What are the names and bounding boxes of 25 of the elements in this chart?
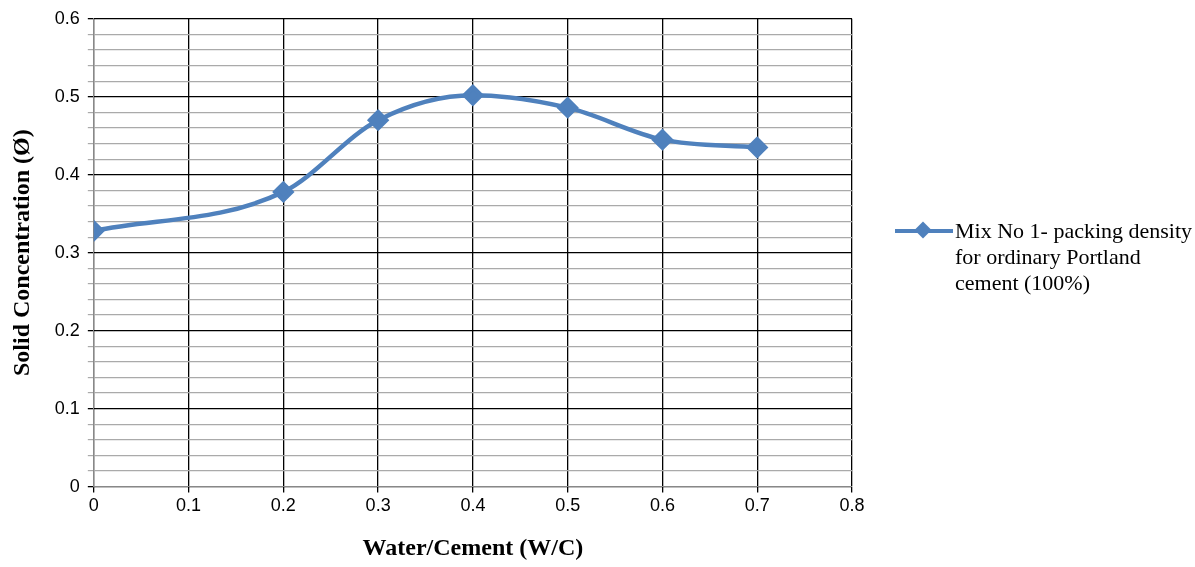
y-tick-label: 0.4 [54, 163, 80, 184]
x-tick-label: 0.3 [365, 495, 391, 516]
x-tick-label: 0.5 [555, 495, 581, 516]
x-tick-label: 0.8 [839, 495, 865, 516]
x-tick-label: 0.4 [460, 495, 486, 516]
x-axis-title: Water/Cement (W/C) [362, 533, 584, 560]
point [652, 129, 673, 150]
x-tick-label: 0 [88, 495, 99, 516]
x-tick-label: 0.6 [649, 495, 675, 516]
x-tick-label: 0.2 [270, 495, 296, 516]
y-tick-label: 0.5 [54, 85, 80, 106]
point [557, 97, 578, 118]
point [462, 84, 484, 106]
y-tick-label: 0.2 [54, 319, 80, 340]
y-tick-label: 0.6 [54, 7, 80, 28]
y-tick-label: 0.1 [54, 397, 80, 418]
x-tick-label: 0.1 [176, 495, 202, 516]
point [273, 181, 294, 203]
point [746, 137, 768, 158]
point [367, 109, 389, 131]
y-tick-label: 0 [69, 475, 80, 496]
y-axis-title: Solid Concentration (Ø) [7, 129, 34, 377]
legend-label: Mix No 1- packing density for ordinary Portland cement (100%) [955, 218, 1193, 296]
x-tick-label: 0.7 [744, 495, 770, 516]
y-tick-label: 0.3 [54, 241, 80, 262]
